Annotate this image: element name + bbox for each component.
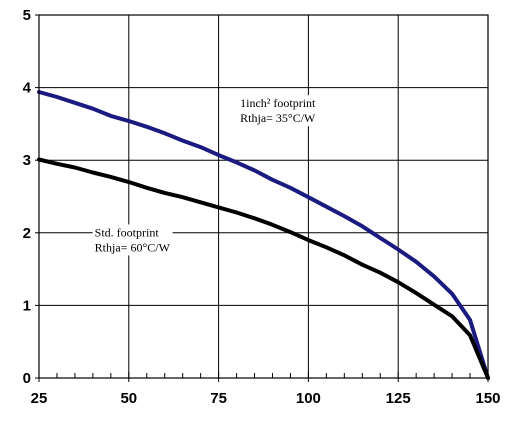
x-tick-label: 75 (210, 390, 227, 407)
series-line-2 (37, 157, 490, 380)
x-axis-tick-labels: 25 50 75 100 125 150 (31, 390, 501, 407)
series-layer (37, 90, 490, 380)
annotation-text: Std. footprint (95, 225, 160, 239)
plot-area (39, 15, 488, 378)
annotation-background (92, 224, 173, 256)
y-axis-tick-labels: 0 1 2 3 4 5 (23, 7, 32, 387)
y-tick-label: 4 (23, 80, 32, 97)
plot-frame (38, 14, 489, 379)
x-tick-label: 100 (296, 390, 321, 407)
annotation-text: 1inch² footprint (240, 96, 316, 110)
x-tick-label: 150 (475, 390, 500, 407)
x-tick-label: 125 (386, 390, 411, 407)
x-tick-label: 25 (31, 390, 48, 407)
annotation-text: Rthja= 60°C/W (95, 240, 171, 254)
annotation-text: Rthja= 35°C/W (240, 111, 316, 125)
y-tick-label: 3 (23, 152, 31, 169)
x-tick-label: 50 (120, 390, 137, 407)
y-tick-label: 0 (23, 370, 31, 387)
tick-marks (35, 14, 489, 382)
series-line-1 (37, 90, 490, 380)
y-tick-label: 5 (23, 7, 31, 24)
y-tick-label: 2 (23, 225, 31, 242)
annotation-background (238, 95, 319, 127)
y-tick-label: 1 (23, 297, 31, 314)
